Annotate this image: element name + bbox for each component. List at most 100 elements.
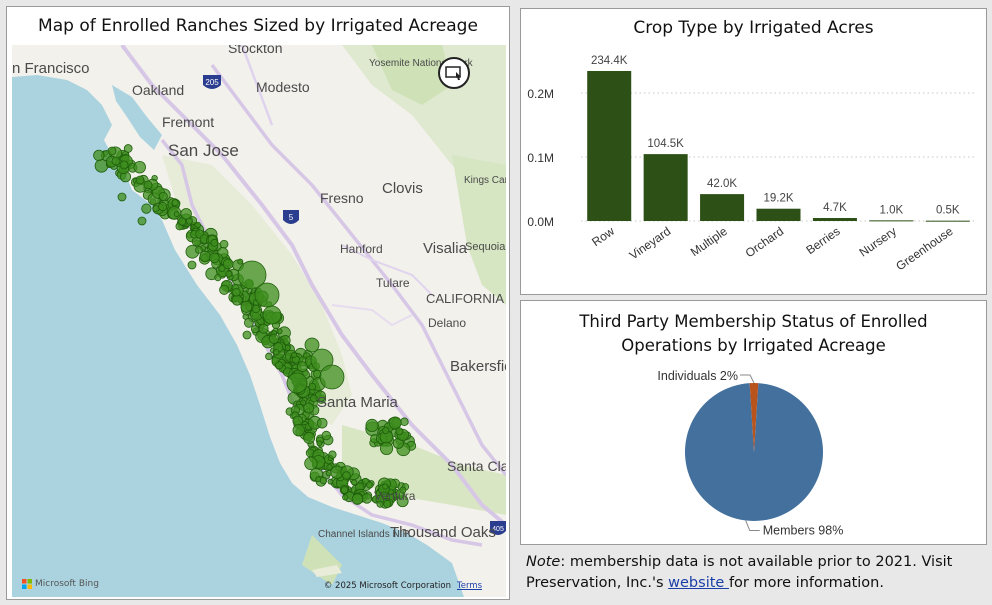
ranch-point-480 — [119, 160, 129, 170]
route-405-label: 405 — [492, 526, 504, 533]
ranch-point-245 — [273, 348, 280, 356]
microsoft-logo-icon — [22, 579, 32, 589]
ranch-point-358 — [321, 430, 332, 441]
ranch-point-162 — [240, 300, 253, 313]
x-tick-label-multiple: Multiple — [688, 224, 730, 259]
ranch-point-333 — [292, 424, 305, 437]
y-tick-label-1: 0.1M — [527, 151, 554, 165]
label-santa-maria: Santa Maria — [317, 394, 399, 411]
ranch-point-476 — [395, 427, 404, 436]
x-tick-label-berries: Berries — [803, 224, 842, 257]
map-copyright: © 2025 Microsoft Corporation Terms — [324, 581, 482, 591]
terms-link[interactable]: Terms — [456, 581, 482, 591]
pie-slice-1[interactable] — [749, 383, 759, 452]
data-label-row: 234.4K — [591, 55, 628, 67]
ranch-point-55 — [171, 199, 179, 207]
ranch-point-278 — [308, 382, 317, 391]
ranch-point-178 — [250, 325, 259, 334]
label-kings-canyon: Kings Canyon N.P. — [464, 175, 506, 186]
website-link[interactable]: website — [668, 575, 729, 591]
ranch-point-463 — [400, 417, 409, 427]
ranch-point-110 — [195, 246, 203, 254]
ranch-points-layer — [93, 144, 417, 509]
focus-mode-icon — [445, 66, 461, 80]
label-stockton: Stockton — [228, 45, 282, 56]
map-title: Map of Enrolled Ranches Sized by Irrigat… — [38, 16, 478, 36]
label-fresno: Fresno — [320, 190, 364, 206]
bar-vineyard[interactable] — [643, 154, 688, 221]
note-text-1: : membership data is not available prior… — [526, 554, 953, 591]
bar-berries[interactable] — [812, 217, 857, 221]
label-oakland: Oakland — [132, 82, 184, 98]
label-delano: Delano — [428, 316, 466, 330]
ranch-point-111 — [210, 238, 219, 247]
route-205-label: 205 — [205, 78, 219, 87]
label-visalia: Visalia — [423, 240, 468, 257]
copyright-text: © 2025 Microsoft Corporation — [323, 581, 451, 591]
bar-row[interactable] — [587, 70, 632, 221]
x-tick-label-nursery: Nursery — [857, 224, 899, 260]
ranch-point-484 — [137, 216, 147, 226]
ranch-point-384 — [326, 464, 333, 471]
ranch-point-116 — [237, 258, 244, 265]
x-tick-label-vineyard: Vineyard — [627, 224, 674, 263]
label-yosemite: Yosemite National Park — [369, 58, 474, 69]
pie-label-individuals: Individuals 2% — [657, 369, 738, 383]
focus-mode-button[interactable] — [438, 57, 470, 89]
bar-greenhouse[interactable] — [925, 220, 970, 222]
y-tick-label-0: 0.0M — [527, 215, 554, 229]
label-california: CALIFORNIA — [426, 291, 504, 306]
label-fremont: Fremont — [162, 114, 214, 130]
bar-multiple[interactable] — [700, 194, 745, 221]
label-bakersfield: Bakersfie — [450, 358, 506, 375]
membership-note: Note: membership data is not available p… — [526, 552, 986, 594]
ranch-point-217 — [276, 328, 283, 335]
data-label-greenhouse: 0.5K — [936, 205, 960, 217]
bar-chart-title: Crop Type by Irrigated Acres — [633, 18, 874, 38]
map-svg[interactable]: 205 5 405 n Francisco Oakland Stockton M… — [12, 45, 506, 597]
data-label-orchard: 19.2K — [763, 193, 793, 205]
ranch-point-132 — [225, 270, 233, 278]
pie-slice-0[interactable] — [685, 383, 823, 521]
ranch-point-478 — [107, 146, 117, 156]
label-san-francisco: n Francisco — [12, 60, 90, 77]
map-canvas[interactable]: 205 5 405 n Francisco Oakland Stockton M… — [12, 45, 506, 597]
ranch-point-54 — [158, 201, 168, 212]
label-tulare: Tulare — [376, 276, 410, 290]
x-tick-label-greenhouse: Greenhouse — [893, 224, 955, 274]
bar-orchard[interactable] — [756, 208, 801, 221]
ranch-point-493 — [262, 305, 282, 325]
ranch-point-415 — [351, 479, 358, 486]
ranch-point-482 — [143, 180, 153, 190]
ranch-point-386 — [327, 478, 334, 485]
ranch-point-306 — [309, 394, 318, 403]
route-205-shield: 205 — [203, 75, 221, 89]
ranch-point-447 — [380, 491, 389, 499]
ranch-point-135 — [214, 274, 222, 282]
ranch-point-455 — [365, 418, 379, 433]
ranch-point-363 — [304, 456, 318, 471]
crop-type-bar-chart[interactable]: 0.0M 0.1M 0.2M 234.4K Row 104.5K Vineyard 42.0K… — [521, 9, 986, 294]
ranch-point-22 — [123, 144, 133, 153]
note-prefix: Note — [526, 554, 561, 570]
leader-line-1 — [740, 374, 755, 384]
ranch-point-481 — [135, 175, 145, 185]
ranch-point-137 — [222, 258, 234, 270]
ranch-point-210 — [258, 323, 269, 334]
label-clovis: Clovis — [382, 180, 423, 197]
route-5-label: 5 — [289, 213, 294, 222]
bar-nursery[interactable] — [869, 220, 914, 222]
label-hanford: Hanford — [340, 242, 383, 256]
ranch-point-416 — [351, 493, 364, 505]
ranch-point-435 — [383, 499, 392, 509]
data-label-berries: 4.7K — [823, 202, 847, 214]
ranch-point-490 — [286, 372, 308, 394]
ranch-point-279 — [296, 361, 308, 373]
ranch-point-485 — [187, 260, 197, 270]
membership-pie-chart[interactable]: Individuals 2% Members 98% — [521, 301, 986, 544]
ranch-point-45 — [141, 203, 152, 214]
bing-label: Microsoft Bing — [35, 579, 99, 589]
ranch-point-160 — [231, 294, 243, 306]
ranch-point-181 — [243, 317, 254, 328]
data-label-nursery: 1.0K — [880, 204, 904, 216]
